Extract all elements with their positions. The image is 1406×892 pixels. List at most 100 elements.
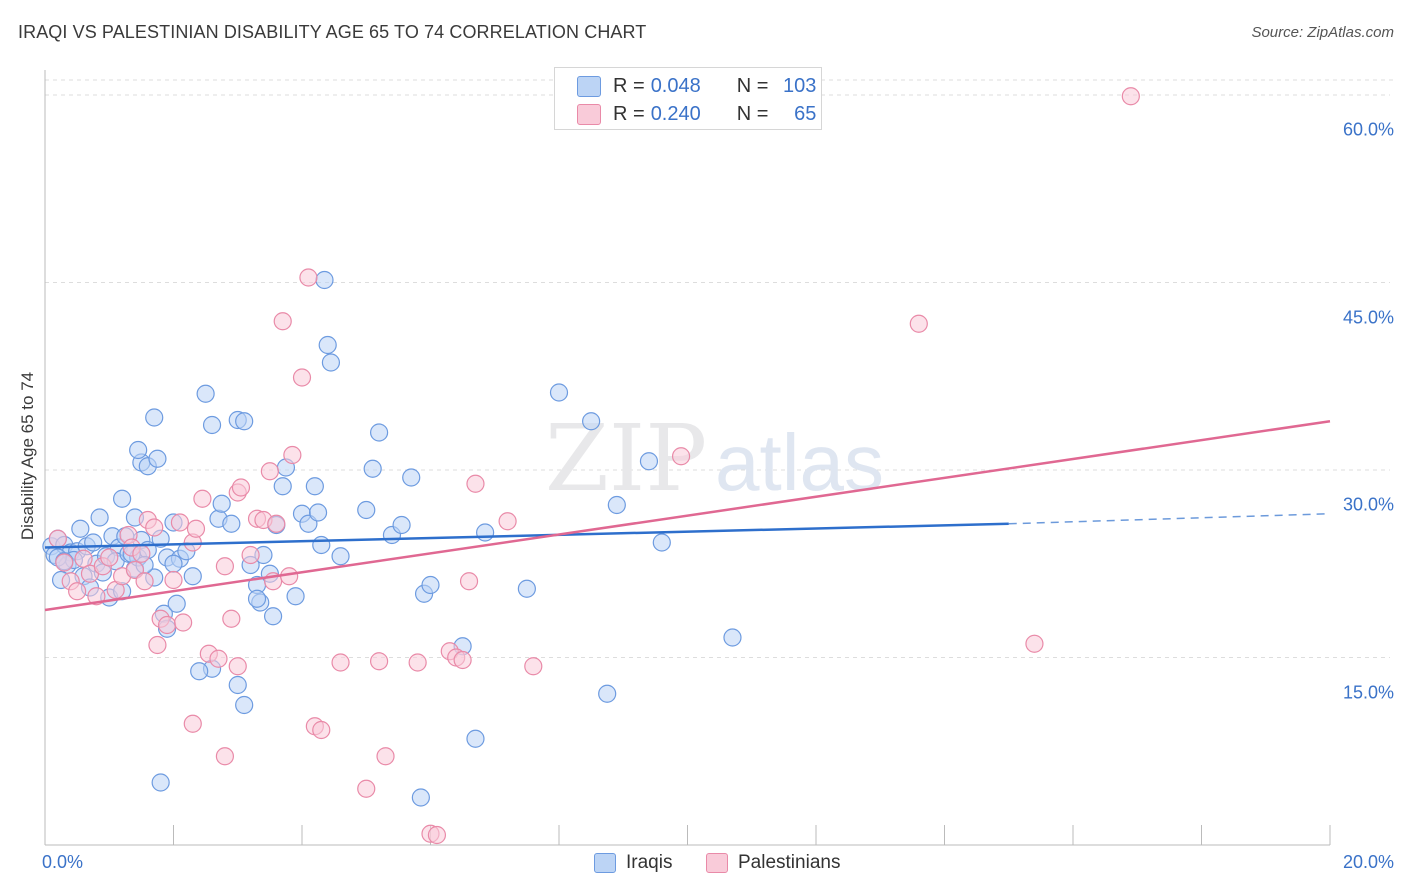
palestinian-point xyxy=(148,635,167,655)
watermark: ZIP atlas xyxy=(545,405,884,512)
trendline-iraqis xyxy=(44,522,1009,549)
palestinian-point xyxy=(466,474,485,493)
chart-source: Source: ZipAtlas.com xyxy=(1251,24,1394,41)
iraqi-point xyxy=(183,567,202,586)
palestinian-point xyxy=(299,268,318,287)
legend-row-iraqis: R = 0.048 N = 103 xyxy=(577,73,816,99)
palestinian-point xyxy=(215,747,234,766)
palestinian-point xyxy=(174,613,193,632)
iraqi-point xyxy=(190,662,209,681)
palestinian-point xyxy=(228,657,247,676)
trendline-palestinians xyxy=(44,420,1331,612)
iraqi-point xyxy=(723,628,742,647)
iraqi-point xyxy=(235,412,254,431)
palestinian-point xyxy=(267,514,286,533)
palestinian-point xyxy=(48,529,67,548)
iraqi-point xyxy=(421,575,440,595)
palestinian-point xyxy=(209,649,228,668)
series-swatch-palestinians xyxy=(706,853,728,873)
iraqi-point xyxy=(212,494,231,513)
palestinian-point xyxy=(222,609,241,628)
iraqi-point xyxy=(517,579,536,598)
palestinian-point xyxy=(427,825,447,845)
palestinian-point xyxy=(241,545,260,565)
iraqi-point xyxy=(286,587,305,606)
iraqi-point xyxy=(598,684,617,703)
iraqi-point xyxy=(331,547,350,566)
palestinian-point xyxy=(74,549,93,568)
iraqi-point xyxy=(582,412,601,431)
legend-r-label: R = xyxy=(613,74,645,97)
iraqi-point xyxy=(357,500,376,520)
series-legend-iraqis[interactable]: Iraqis xyxy=(594,852,672,874)
palestinian-point xyxy=(453,650,472,670)
x-tick-label-max: 20.0% xyxy=(1342,852,1394,872)
series-label-iraqis: Iraqis xyxy=(626,852,673,873)
iraqi-point xyxy=(222,514,241,533)
palestinian-point xyxy=(132,544,151,563)
palestinian-point xyxy=(260,462,279,481)
palestinian-point xyxy=(157,615,177,635)
palestinian-point xyxy=(231,478,251,497)
series-label-palestinians: Palestinians xyxy=(738,852,841,873)
iraqi-point xyxy=(84,533,103,552)
legend-n-value: 65 xyxy=(794,102,817,125)
iraqi-point xyxy=(273,477,292,496)
palestinian-point xyxy=(459,572,479,591)
palestinian-point xyxy=(312,720,331,740)
legend-n-value: 103 xyxy=(783,74,817,97)
iraqi-point xyxy=(392,515,411,535)
iraqi-point xyxy=(639,452,659,471)
palestinian-point xyxy=(1025,634,1044,653)
iraqi-point xyxy=(370,423,389,442)
chart-title: IRAQI VS PALESTINIAN DISABILITY AGE 65 T… xyxy=(18,22,647,42)
palestinian-point xyxy=(376,747,395,766)
palestinian-point xyxy=(331,653,350,672)
palestinian-point xyxy=(164,570,183,590)
palestinian-point xyxy=(68,582,87,601)
iraqi-point xyxy=(148,449,167,468)
y-tick-label: 60.0% xyxy=(1342,119,1394,140)
palestinian-point xyxy=(193,489,212,508)
palestinian-point xyxy=(498,512,517,531)
iraqi-point xyxy=(402,468,421,487)
palestinian-point xyxy=(370,652,389,671)
palestinian-point xyxy=(357,779,376,798)
palestinian-point xyxy=(100,548,119,567)
stats-legend: R = 0.048 N = 103 R = 0.240 N = 65 xyxy=(554,67,822,130)
iraqi-point xyxy=(476,523,495,542)
iraqi-point xyxy=(164,554,183,573)
legend-r-value: 0.240 xyxy=(650,102,701,125)
palestinian-point xyxy=(215,557,234,576)
palestinian-point xyxy=(145,518,164,537)
iraqi-point xyxy=(607,495,626,515)
legend-r-value: 0.048 xyxy=(650,74,701,97)
series-legend: Iraqis Palestinians xyxy=(0,852,1406,878)
y-tick-label: 30.0% xyxy=(1342,494,1394,515)
palestinian-point xyxy=(408,653,427,672)
iraqi-point xyxy=(202,415,222,435)
x-tick-label-min: 0.0% xyxy=(42,852,84,872)
palestinian-point xyxy=(292,368,312,387)
legend-n-label: N = xyxy=(736,102,769,125)
iraqi-point xyxy=(235,695,254,715)
legend-n-label: N = xyxy=(736,74,769,97)
series-legend-palestinians[interactable]: Palestinians xyxy=(706,852,840,874)
legend-row-palestinians: R = 0.240 N = 65 xyxy=(577,101,816,127)
legend-swatch-palestinians xyxy=(577,103,601,125)
palestinian-point xyxy=(671,447,691,466)
iraqi-point xyxy=(167,594,186,613)
palestinian-point xyxy=(55,553,74,572)
palestinian-point xyxy=(183,714,202,733)
palestinian-point xyxy=(524,657,543,676)
iraqi-point xyxy=(263,607,283,626)
palestinian-point xyxy=(909,314,928,333)
iraqi-point xyxy=(312,535,331,555)
iraqi-point xyxy=(129,440,148,460)
axis-layer xyxy=(44,70,1331,846)
iraqi-point xyxy=(247,589,267,608)
legend-r-label: R = xyxy=(613,102,645,125)
iraqi-point xyxy=(363,459,382,478)
iraqi-point xyxy=(318,335,337,355)
